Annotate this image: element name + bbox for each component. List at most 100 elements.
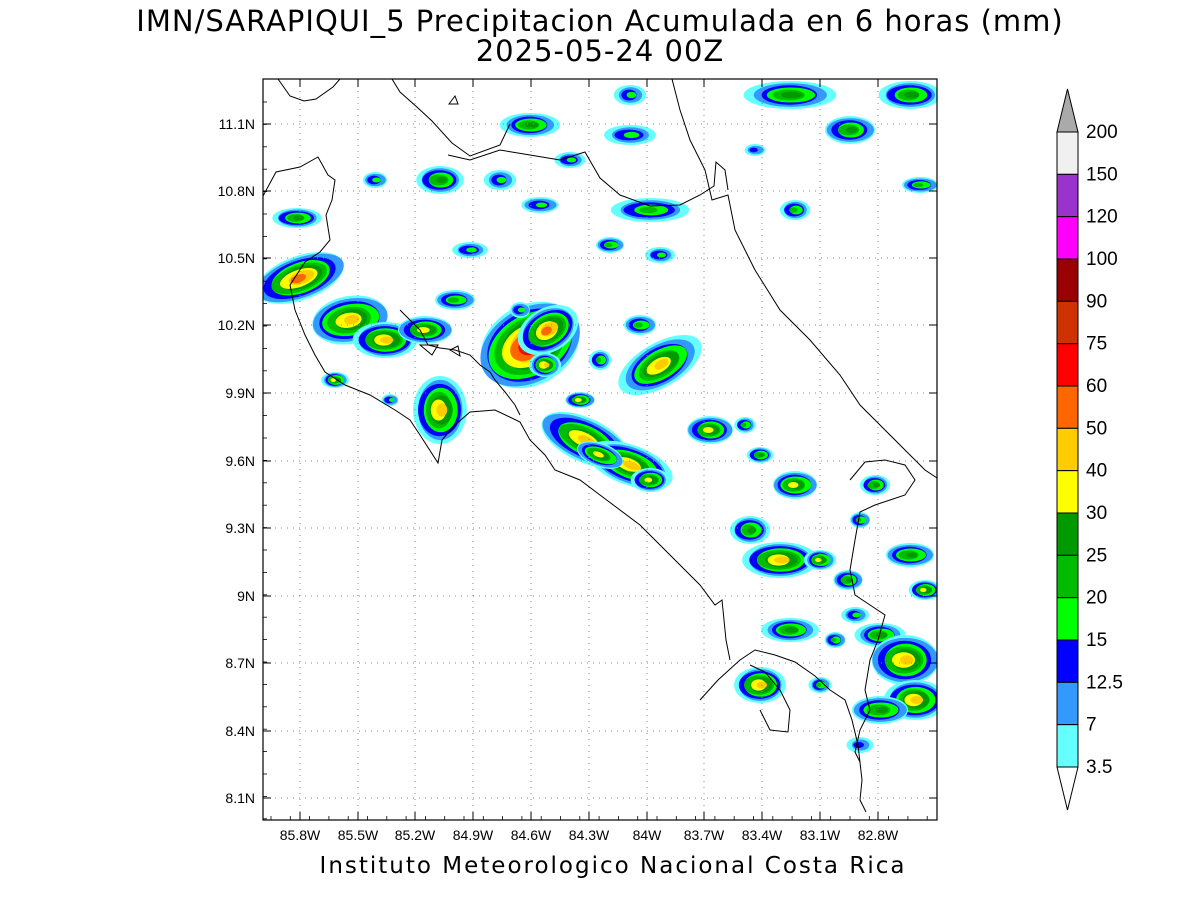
precip-contour (910, 696, 924, 704)
precip-contour (815, 557, 822, 563)
precip-contour (749, 147, 758, 153)
legend-label: 150 (1086, 164, 1118, 185)
lon-tick-label: 83.1W (800, 827, 841, 843)
map-axes: 85.8W 85.5W 85.2W 84.9W 84.6W 84.3W 84W 83.7W 83… (218, 79, 937, 843)
precip-contour (852, 612, 861, 618)
precip-contour (604, 242, 613, 248)
precip-contour (436, 176, 448, 184)
lat-tick-label: 10.5N (218, 250, 255, 266)
precip-contour (746, 526, 757, 534)
gulf-of-nicoya-inner (399, 309, 521, 416)
nicaragua-lake-shore (277, 79, 341, 102)
precip-contour (633, 322, 643, 328)
legend-label: 100 (1086, 249, 1118, 270)
precip-contour (830, 637, 837, 643)
san-juan-river-border (447, 149, 729, 207)
precip-contour (574, 398, 582, 402)
precip-contour (639, 206, 658, 214)
lon-tick-label: 85.8W (280, 827, 321, 843)
precip-contour (535, 202, 548, 208)
precip-contour (654, 358, 669, 370)
map-subtitle: 2025-05-24 00Z (475, 34, 725, 68)
precip-contour (875, 706, 889, 714)
precip-contour (541, 326, 552, 336)
precip-contour (496, 176, 507, 184)
legend-label: 60 (1086, 376, 1107, 397)
lat-tick-label: 8.1N (225, 790, 255, 806)
precip-contour (344, 314, 360, 325)
map-title: IMN/SARAPIQUI_5 Precipitacion Acumulada … (136, 4, 1064, 38)
guanacaste-north-border (263, 156, 346, 386)
lat-tick-label: 9.9N (225, 385, 255, 401)
precip-contour (873, 482, 881, 488)
legend-label: 120 (1086, 207, 1118, 228)
coastline-borders (263, 79, 937, 813)
legend-color-box (1056, 258, 1079, 302)
legend-color-box (1056, 554, 1079, 599)
precip-contour (416, 327, 430, 333)
precip-contour (906, 552, 918, 558)
precip-contour (389, 398, 394, 402)
legend-color-box (1056, 131, 1079, 175)
precip-contour (644, 477, 653, 483)
precip-contour (913, 182, 924, 188)
lon-tick-label: 82.8W (858, 827, 899, 843)
precip-contour (292, 215, 305, 221)
lat-tick-label: 11.1N (219, 116, 255, 132)
lat-lon-grid (263, 79, 937, 820)
lon-tick-label: 84.9W (453, 827, 494, 843)
precip-contour (623, 131, 640, 139)
golfo-dulce (749, 664, 791, 733)
precip-contour (758, 453, 765, 457)
island-marker (448, 94, 459, 105)
lon-tick-label: 84W (633, 827, 663, 843)
legend-color-box (1056, 724, 1079, 768)
legend-label: 15 (1086, 630, 1107, 651)
legend-color-box (1056, 216, 1079, 260)
legend-color-box (1056, 385, 1079, 429)
gulf-of-nicoya-islands (418, 344, 461, 358)
legend-label: 20 (1086, 588, 1107, 609)
precip-contour (372, 177, 381, 183)
lon-tick-label: 83.7W (684, 827, 725, 843)
legend-color-box (1056, 427, 1079, 472)
lat-tick-label: 8.7N (225, 655, 255, 671)
legend-underflow-triangle (1056, 766, 1079, 811)
map-frame (262, 78, 938, 821)
legend-label: 200 (1086, 122, 1118, 143)
precip-contour (788, 482, 799, 488)
precip-contour (784, 627, 799, 633)
precipitation-field (263, 81, 937, 753)
precip-contour (789, 207, 798, 213)
precip-contour (875, 632, 888, 638)
legend-color-box (1056, 300, 1079, 345)
precip-contour (780, 91, 803, 99)
credit-text: Instituto Meteorologico Nacional Costa R… (319, 853, 907, 879)
precip-contour (845, 126, 858, 134)
lon-tick-label: 84.6W (511, 827, 552, 843)
precip-contour (544, 362, 550, 368)
lon-tick-label: 84.3W (569, 827, 610, 843)
precip-contour (900, 655, 914, 665)
legend-color-box (1056, 343, 1079, 387)
legend-color-box (1056, 597, 1079, 641)
legend-label: 12.5 (1086, 672, 1123, 693)
caribbean-coast (671, 79, 937, 479)
legend-color-box (1056, 173, 1079, 218)
precip-contour (466, 247, 477, 253)
precip-contour (566, 157, 577, 163)
lat-tick-label: 9.6N (225, 453, 255, 469)
precip-contour (656, 252, 667, 258)
precip-contour (626, 91, 637, 99)
lon-tick-label: 85.5W (338, 827, 379, 843)
legend-overflow-triangle (1056, 88, 1079, 133)
nicoya-peninsula (344, 384, 731, 661)
precip-contour (517, 307, 526, 313)
precip-contour (595, 357, 602, 363)
legend-label: 7 (1086, 715, 1097, 736)
panama-border (849, 459, 916, 763)
precip-contour (702, 427, 714, 433)
nicaragua-lake-south-shore (391, 79, 511, 157)
color-legend: 200 150 120 100 90 75 60 50 40 30 25 20 15 12.5 7 3.5 (1056, 88, 1123, 811)
